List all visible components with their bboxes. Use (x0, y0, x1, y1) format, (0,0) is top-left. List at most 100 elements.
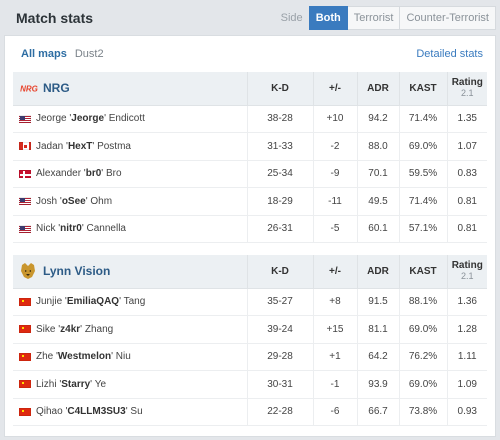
player-rating: 0.83 (446, 160, 487, 188)
player-rating: 0.93 (446, 398, 487, 426)
table-row: Junjie 'EmiliaQAQ' Tang 35-27 +8 91.5 88.1% 1… (13, 288, 487, 316)
flag-us-icon (19, 197, 31, 206)
player-plus-minus: -11 (312, 187, 357, 216)
flag-cn-icon (19, 380, 31, 389)
player-plus-minus: -6 (312, 398, 357, 426)
side-filter: Side Both Terrorist Counter-Terrorist (281, 6, 496, 30)
player-kast: 73.8% (398, 398, 447, 426)
rating-label: Rating (451, 260, 483, 272)
player-adr: 88.0 (356, 132, 399, 161)
rating-version: 2.1 (460, 271, 474, 282)
player-kd: 38-28 (246, 105, 313, 133)
player-kast: 69.0% (398, 315, 447, 344)
flag-cn-icon (19, 325, 31, 334)
player-kast: 71.4% (398, 187, 447, 216)
side-terrorist-button[interactable]: Terrorist (347, 6, 401, 30)
match-stats-header: Match stats Side Both Terrorist Counter-… (4, 3, 496, 33)
player-first-name: Junjie (36, 296, 63, 308)
map-selector: All maps Dust2 Detailed stats (13, 36, 487, 72)
player-cell: Junjie 'EmiliaQAQ' Tang (13, 288, 247, 316)
player-rating: 0.81 (446, 215, 487, 243)
svg-text:NRG: NRG (20, 85, 38, 94)
player-plus-minus: +10 (312, 105, 357, 133)
player-nickname: z4kr (60, 323, 81, 335)
player-plus-minus: +15 (312, 315, 357, 344)
player-name-link[interactable]: Zhe 'Westmelon' Niu (36, 351, 131, 363)
player-last-name: Zhang (84, 323, 114, 335)
player-adr: 66.7 (356, 398, 399, 426)
player-last-name: Tang (123, 296, 146, 308)
player-name-link[interactable]: Alexander 'br0' Bro (36, 168, 122, 180)
team-name[interactable]: NRG (43, 81, 70, 96)
player-first-name: Nick (36, 223, 56, 235)
player-rating: 0.81 (446, 187, 487, 216)
player-last-name: Ohm (90, 195, 113, 207)
player-kd: 35-27 (246, 288, 313, 316)
team-name[interactable]: Lynn Vision (43, 264, 111, 279)
side-both-button[interactable]: Both (308, 6, 348, 30)
player-kast: 88.1% (398, 288, 447, 316)
player-first-name: Jeorge (36, 113, 67, 125)
player-last-name: Ye (94, 378, 107, 390)
player-kast: 57.1% (398, 215, 447, 243)
player-name-link[interactable]: Nick 'nitr0' Cannella (36, 223, 126, 235)
team-table: Lynn Vision K-D +/- ADR KAST Rating 2.1 Junjie … (13, 255, 487, 426)
table-row: Alexander 'br0' Bro 25-34 -9 70.1 59.5% 0.83 (13, 160, 487, 188)
player-rating: 1.09 (446, 370, 487, 399)
player-rating: 1.28 (446, 315, 487, 344)
player-adr: 81.1 (356, 315, 399, 344)
team-name-cell: NRG NRG (13, 72, 247, 106)
col-plus-minus-header: +/- (312, 255, 357, 289)
tab-dust2[interactable]: Dust2 (74, 48, 104, 60)
player-name-link[interactable]: Josh 'oSee' Ohm (36, 195, 113, 207)
player-adr: 93.9 (356, 370, 399, 399)
col-rating-header: Rating 2.1 (446, 255, 487, 289)
player-rating: 1.11 (446, 343, 487, 371)
team-header-row: Lynn Vision K-D +/- ADR KAST Rating 2.1 (13, 255, 487, 289)
player-rating: 1.07 (446, 132, 487, 161)
player-nickname: oSee (61, 195, 86, 207)
player-first-name: Sike (36, 323, 56, 335)
player-last-name: Cannella (86, 223, 126, 235)
player-kast: 69.0% (398, 370, 447, 399)
player-kd: 30-31 (246, 370, 313, 399)
col-kast-header: KAST (398, 255, 447, 289)
player-adr: 64.2 (356, 343, 399, 371)
player-first-name: Lizhi (36, 378, 57, 390)
player-kd: 25-34 (246, 160, 313, 188)
tab-all-maps[interactable]: All maps (21, 48, 67, 60)
player-last-name: Postma (97, 140, 131, 152)
nrg-logo: NRG (20, 85, 38, 94)
player-name-link[interactable]: Qihao 'C4LLM3SU3' Su (36, 406, 143, 418)
stats-panel: All maps Dust2 Detailed stats NRG NRG K-D +… (4, 35, 496, 437)
player-nickname: br0 (85, 168, 102, 180)
player-name-link[interactable]: Junjie 'EmiliaQAQ' Tang (36, 296, 146, 308)
flag-cn-icon (19, 407, 31, 416)
player-name-link[interactable]: Jadan 'HexT' Postma (36, 140, 131, 152)
player-plus-minus: +8 (312, 288, 357, 316)
player-kd: 22-28 (246, 398, 313, 426)
rating-version: 2.1 (460, 88, 474, 99)
side-counter-terrorist-button[interactable]: Counter-Terrorist (400, 6, 496, 30)
team-name-cell: Lynn Vision (13, 255, 247, 289)
detailed-stats-link[interactable]: Detailed stats (416, 48, 483, 60)
player-kast: 69.0% (398, 132, 447, 161)
player-kast: 71.4% (398, 105, 447, 133)
flag-us-icon (19, 114, 31, 123)
player-last-name: Endicott (108, 113, 145, 125)
col-kd-header: K-D (246, 72, 313, 106)
flag-us-icon (19, 224, 31, 233)
player-nickname: Starry (61, 378, 91, 390)
player-nickname: nitr0 (60, 223, 82, 235)
player-name-link[interactable]: Jeorge 'Jeorge' Endicott (36, 113, 145, 125)
player-adr: 94.2 (356, 105, 399, 133)
player-name-link[interactable]: Lizhi 'Starry' Ye (36, 378, 107, 390)
col-adr-header: ADR (356, 255, 399, 289)
table-row: Sike 'z4kr' Zhang 39-24 +15 81.1 69.0% 1.28 (13, 315, 487, 344)
player-plus-minus: -1 (312, 370, 357, 399)
player-name-link[interactable]: Sike 'z4kr' Zhang (36, 323, 114, 335)
player-cell: Qihao 'C4LLM3SU3' Su (13, 398, 247, 426)
player-cell: Josh 'oSee' Ohm (13, 187, 247, 216)
player-rating: 1.36 (446, 288, 487, 316)
